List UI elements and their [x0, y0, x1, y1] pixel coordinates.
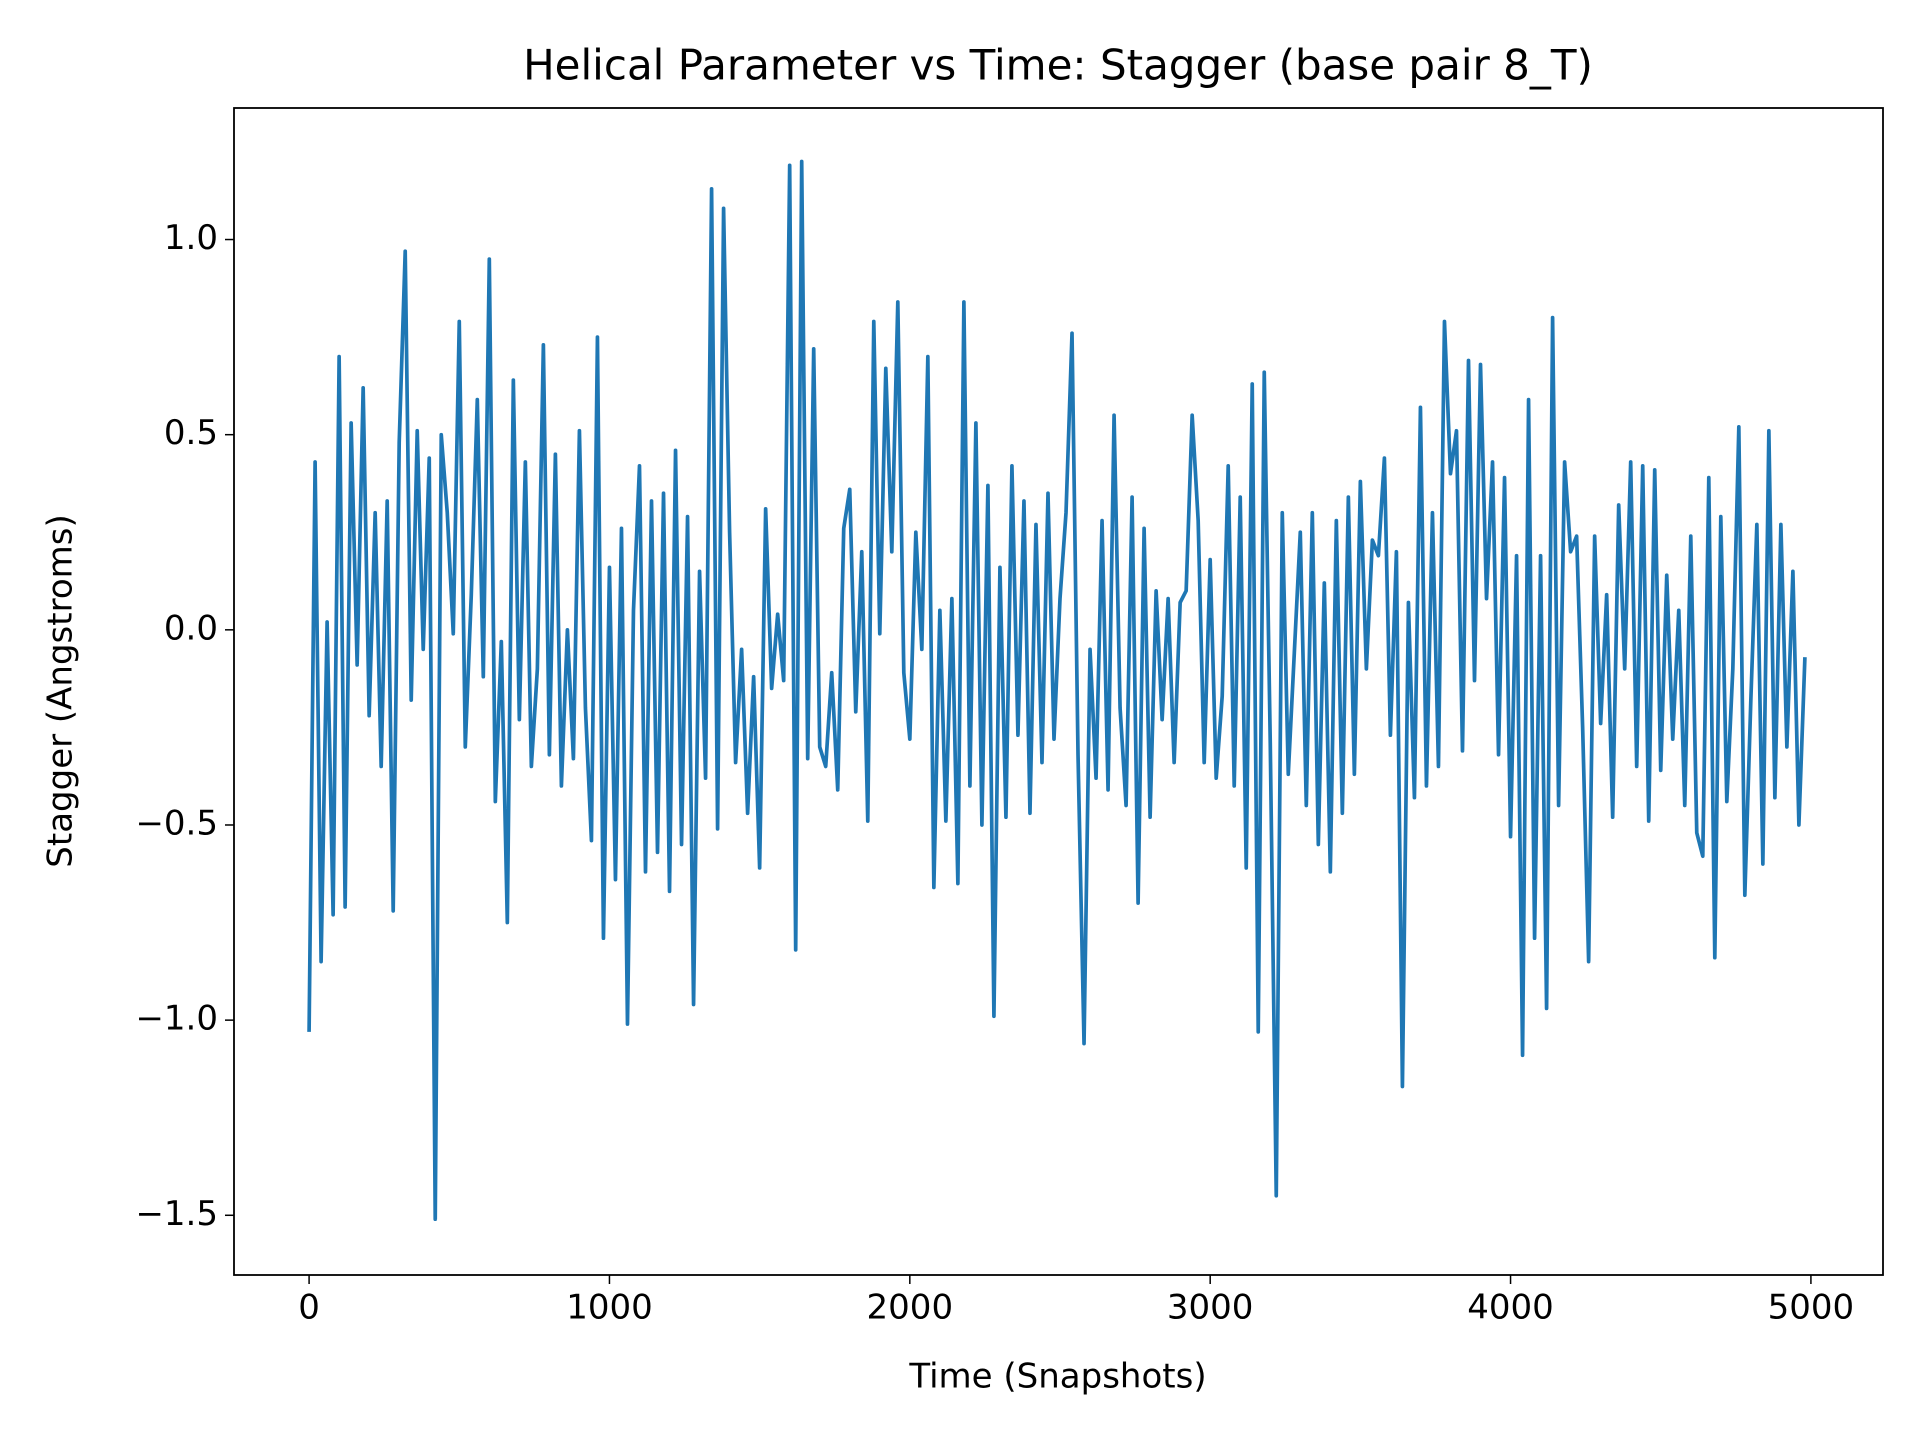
x-tick-label: 4000 [1467, 1288, 1554, 1328]
y-tick-label: −1.5 [135, 1194, 218, 1234]
y-axis-label: Stagger (Angstroms) [41, 514, 81, 867]
x-tick-label: 0 [298, 1288, 320, 1328]
y-tick-label: 1.0 [164, 218, 218, 258]
x-tick-label: 3000 [1167, 1288, 1254, 1328]
data-line [307, 159, 1807, 1222]
y-tick-label: 0.5 [164, 413, 218, 453]
y-tick-label: −0.5 [135, 803, 218, 843]
x-tick-label: 5000 [1768, 1288, 1855, 1328]
x-tick-label: 2000 [867, 1288, 954, 1328]
axes-frame [233, 107, 1884, 1276]
y-tick-label: 0.0 [164, 608, 218, 648]
x-tick-label: 1000 [566, 1288, 653, 1328]
x-axis-label: Time (Snapshots) [908, 1357, 1206, 1397]
chart-title: Helical Parameter vs Time: Stagger (base… [523, 41, 1593, 90]
y-tick-label: −1.0 [135, 999, 218, 1039]
